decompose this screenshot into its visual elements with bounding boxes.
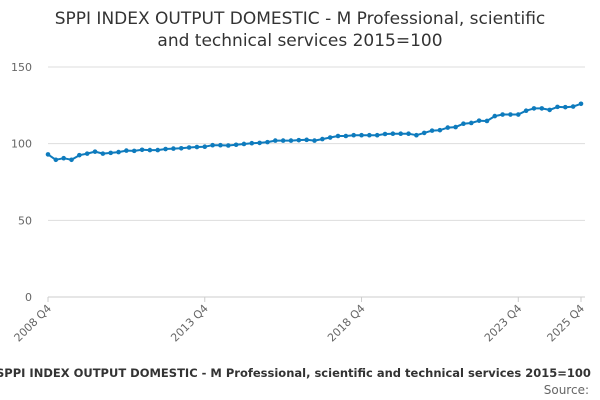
data-point[interactable] — [273, 138, 278, 143]
data-point[interactable] — [335, 133, 341, 139]
footer-caption: SPPI INDEX OUTPUT DOMESTIC - M Professio… — [0, 366, 591, 380]
data-point[interactable] — [382, 131, 388, 137]
data-point[interactable] — [476, 118, 482, 123]
data-point[interactable] — [124, 148, 129, 153]
data-point[interactable] — [288, 138, 294, 143]
data-point[interactable] — [367, 132, 372, 138]
data-point[interactable] — [390, 131, 396, 136]
data-point[interactable] — [312, 138, 317, 143]
data-point[interactable] — [351, 132, 356, 138]
data-point[interactable] — [539, 106, 545, 111]
data-point[interactable] — [147, 147, 153, 153]
data-point[interactable] — [139, 147, 145, 153]
footer-source: Source: — [543, 383, 589, 397]
data-point[interactable] — [398, 131, 404, 136]
data-point[interactable] — [257, 140, 262, 146]
data-point[interactable] — [131, 148, 137, 154]
y-tick-label: 0 — [25, 291, 32, 304]
series-layer — [45, 101, 584, 163]
data-point[interactable] — [578, 101, 584, 107]
data-point[interactable] — [249, 140, 255, 146]
chart-title-line-2: and technical services 2015=100 — [157, 31, 443, 51]
y-tick-label: 50 — [18, 214, 32, 227]
chart-title-line-1: SPPI INDEX OUTPUT DOMESTIC - M Professio… — [54, 9, 546, 29]
data-point[interactable] — [69, 157, 74, 163]
data-point[interactable] — [531, 106, 537, 111]
x-tick-label: 2013 Q4 — [168, 302, 211, 345]
data-point[interactable] — [304, 137, 309, 143]
x-tick-label: 2008 Q4 — [12, 302, 55, 345]
data-point[interactable] — [61, 155, 66, 161]
y-tick-label: 150 — [11, 61, 32, 74]
data-point[interactable] — [523, 108, 529, 113]
chart-title: SPPI INDEX OUTPUT DOMESTIC - M Professio… — [0, 8, 600, 52]
data-point[interactable] — [343, 133, 349, 139]
data-point[interactable] — [570, 104, 576, 109]
data-point[interactable] — [563, 104, 568, 110]
data-point[interactable] — [92, 149, 98, 154]
data-point[interactable] — [202, 144, 208, 150]
grid-layer — [48, 66, 585, 298]
data-point[interactable] — [225, 143, 231, 148]
data-point[interactable] — [210, 142, 215, 148]
data-point[interactable] — [468, 120, 474, 126]
data-point[interactable] — [77, 152, 82, 158]
data-point[interactable] — [453, 124, 458, 130]
data-point[interactable] — [100, 151, 106, 156]
data-point[interactable] — [492, 113, 498, 119]
axis-layer: 0 50 100 150 2008 Q4 2013 Q4 2018 Q4 2023 Q4 202… — [11, 61, 587, 344]
data-point[interactable] — [406, 131, 411, 136]
data-point[interactable] — [515, 112, 521, 117]
data-point[interactable] — [241, 141, 247, 147]
data-point[interactable] — [171, 146, 176, 151]
data-point[interactable] — [429, 128, 435, 133]
data-point[interactable] — [116, 149, 121, 155]
data-point[interactable] — [194, 144, 200, 150]
data-point[interactable] — [500, 112, 505, 117]
data-point[interactable] — [265, 139, 270, 145]
data-point[interactable] — [233, 142, 239, 148]
data-point[interactable] — [84, 151, 90, 156]
data-point[interactable] — [414, 132, 419, 138]
data-point[interactable] — [508, 112, 513, 117]
data-point[interactable] — [108, 150, 114, 156]
x-tick-label: 2018 Q4 — [325, 302, 368, 345]
data-point[interactable] — [280, 138, 286, 143]
data-point[interactable] — [218, 142, 223, 148]
x-tick-label: 2023 Q4 — [482, 302, 525, 345]
data-point[interactable] — [555, 104, 560, 110]
y-tick-label: 100 — [11, 138, 32, 151]
data-point[interactable] — [484, 118, 490, 124]
data-point[interactable] — [45, 152, 51, 157]
data-point[interactable] — [547, 107, 552, 113]
data-point[interactable] — [327, 135, 333, 140]
data-point[interactable] — [53, 157, 59, 163]
data-point[interactable] — [163, 146, 168, 152]
data-point[interactable] — [374, 132, 380, 138]
data-point[interactable] — [461, 121, 466, 127]
data-point[interactable] — [178, 145, 184, 151]
data-point[interactable] — [320, 136, 325, 142]
data-point[interactable] — [155, 147, 161, 153]
data-point[interactable] — [296, 137, 302, 143]
data-point[interactable] — [445, 125, 451, 130]
data-point[interactable] — [421, 130, 427, 136]
x-tick-label: 2025 Q4 — [545, 302, 588, 345]
data-point[interactable] — [186, 145, 192, 150]
data-point[interactable] — [437, 127, 443, 133]
data-point[interactable] — [359, 132, 364, 138]
